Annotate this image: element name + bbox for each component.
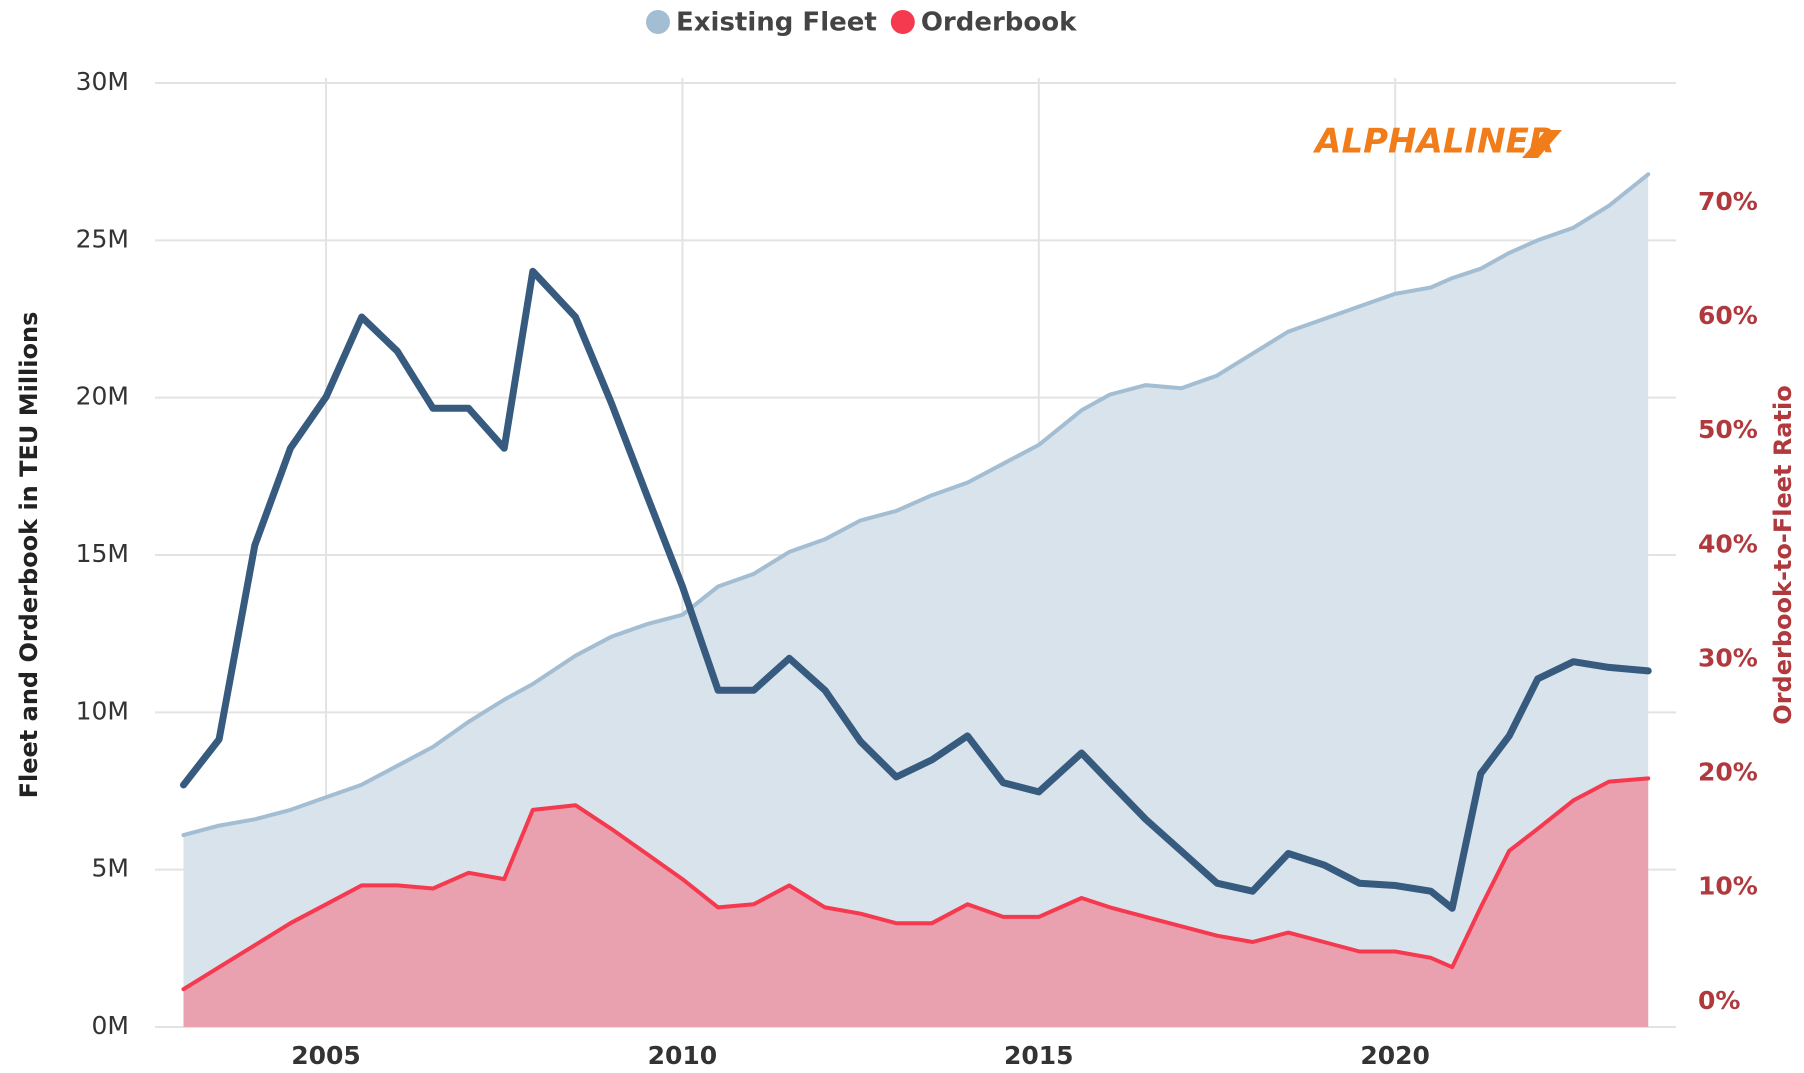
x-tick-label: 2015 <box>1004 1041 1074 1070</box>
line <box>180 267 1652 912</box>
y-tick-label: 25M <box>76 224 129 253</box>
annotation-slash <box>1522 130 1562 158</box>
y2-tick-label: 40% <box>1698 529 1758 558</box>
area <box>183 778 1649 1027</box>
y2-tick-label: 70% <box>1698 187 1758 216</box>
y2-tick-label: 30% <box>1698 643 1758 672</box>
x-tick-label: 2005 <box>291 1041 361 1070</box>
y2-tick-label: 50% <box>1698 415 1758 444</box>
line <box>181 172 1651 838</box>
y-tick-label: 5M <box>92 854 129 883</box>
line <box>181 776 1651 992</box>
legend-label: Orderbook <box>921 8 1077 38</box>
y-tick-label: 10M <box>76 696 129 725</box>
y-axis-label: Fleet and Orderbook in TEU Millions <box>15 312 43 799</box>
y-tick-label: 0M <box>92 1011 129 1040</box>
y2-tick-label: 10% <box>1698 872 1758 901</box>
y2-tick-label: 0% <box>1698 986 1740 1015</box>
legend-marker <box>890 10 915 34</box>
x-tick-label: 2010 <box>648 1041 718 1070</box>
y2-tick-label: 60% <box>1698 301 1758 330</box>
y-tick-label: 15M <box>76 539 129 568</box>
x-tick-label: 2020 <box>1360 1041 1430 1070</box>
annotation: ALPHALINER <box>1312 122 1555 162</box>
legend-marker <box>646 10 670 34</box>
y2-axis-label: Orderbook-to-Fleet Ratio <box>1769 385 1797 724</box>
y-tick-label: 20M <box>76 382 129 411</box>
y2-tick-label: 20% <box>1698 758 1758 787</box>
y-tick-label: 30M <box>76 67 129 96</box>
legend-label: Existing Fleet <box>676 8 877 38</box>
